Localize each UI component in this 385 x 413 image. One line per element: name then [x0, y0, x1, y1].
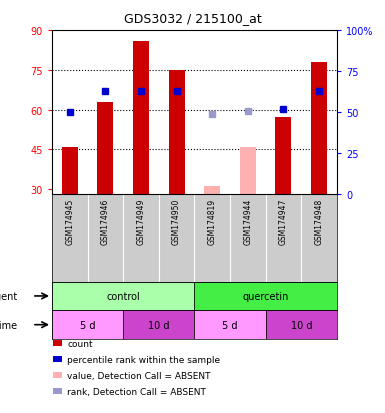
Text: control: control — [106, 291, 140, 301]
Text: rank, Detection Call = ABSENT: rank, Detection Call = ABSENT — [67, 387, 206, 396]
Bar — [52, 311, 123, 339]
Bar — [123, 311, 194, 339]
Text: GSM174948: GSM174948 — [315, 198, 323, 244]
Bar — [97, 102, 114, 195]
Text: GSM174944: GSM174944 — [243, 198, 252, 244]
Text: GSM174819: GSM174819 — [208, 198, 217, 244]
Bar — [62, 147, 78, 195]
Text: count: count — [67, 339, 93, 348]
Text: GSM174946: GSM174946 — [101, 198, 110, 244]
Bar — [266, 311, 337, 339]
Bar — [240, 147, 256, 195]
Bar — [169, 71, 185, 195]
Bar — [133, 42, 149, 195]
Bar — [204, 187, 220, 195]
Text: quercetin: quercetin — [243, 291, 289, 301]
Text: 5 d: 5 d — [80, 320, 95, 330]
Text: GSM174947: GSM174947 — [279, 198, 288, 244]
Text: value, Detection Call = ABSENT: value, Detection Call = ABSENT — [67, 371, 211, 380]
Bar — [311, 63, 327, 195]
Text: GSM174950: GSM174950 — [172, 198, 181, 244]
Bar — [194, 282, 337, 311]
Bar — [275, 118, 291, 195]
Text: 5 d: 5 d — [222, 320, 238, 330]
Bar — [194, 311, 266, 339]
Text: percentile rank within the sample: percentile rank within the sample — [67, 355, 221, 364]
Text: GSM174949: GSM174949 — [137, 198, 146, 244]
Text: agent: agent — [0, 291, 18, 301]
Text: time: time — [0, 320, 18, 330]
Text: GSM174945: GSM174945 — [65, 198, 74, 244]
Text: 10 d: 10 d — [148, 320, 169, 330]
Text: 10 d: 10 d — [291, 320, 312, 330]
Text: GDS3032 / 215100_at: GDS3032 / 215100_at — [124, 12, 261, 25]
Bar — [52, 282, 194, 311]
